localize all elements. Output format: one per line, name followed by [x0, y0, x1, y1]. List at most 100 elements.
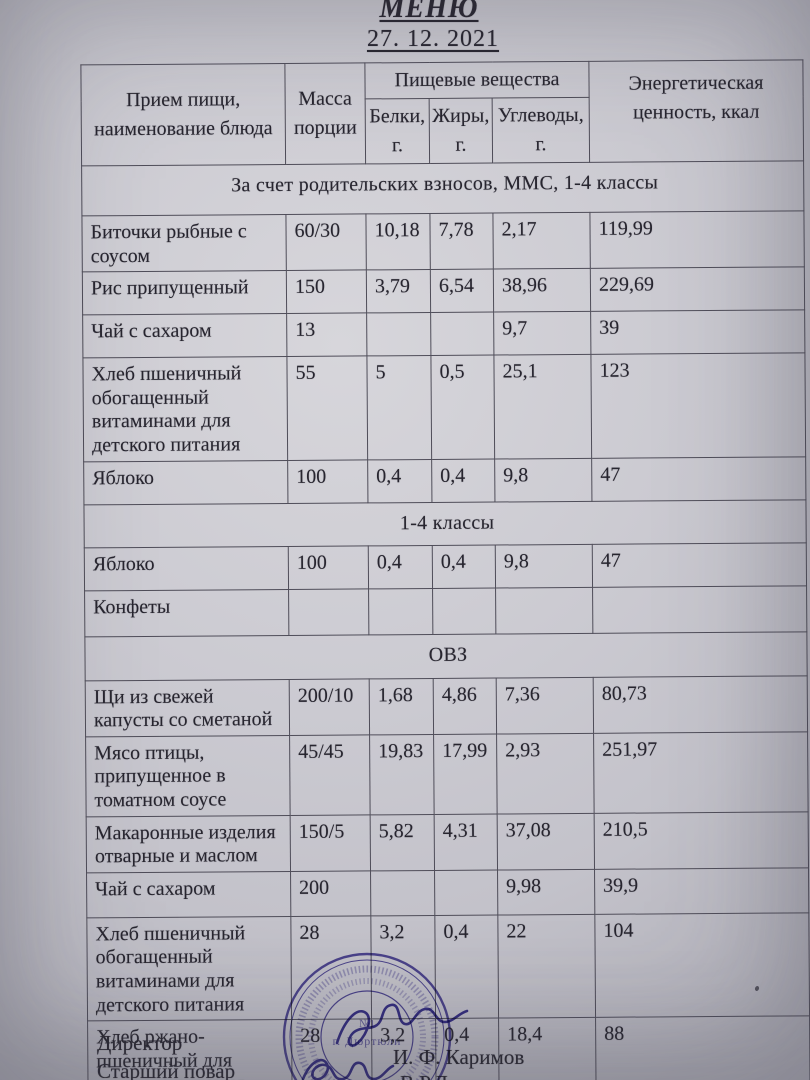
carbs-cell: 37,08: [497, 812, 595, 870]
table-row: Конфеты: [84, 585, 807, 637]
table-row: Щи из свежей капусты со сметаной 200/10 …: [85, 675, 808, 737]
protein-cell: [370, 870, 435, 916]
fat-cell: 17,99: [433, 733, 498, 814]
carbs-cell: 2,17: [492, 212, 591, 270]
carbs-cell: 9,7: [493, 311, 591, 356]
fat-cell: [430, 312, 494, 356]
col-header-fat: Жиры, г.: [429, 98, 493, 164]
carbs-cell: [495, 586, 593, 634]
fat-cell: 6,54: [430, 269, 494, 313]
table-row: Чай с сахаром 200 9,98 39,9: [86, 867, 809, 918]
energy-cell: 119,99: [589, 210, 805, 269]
table-row: Макаронные изделия отварные и маслом 150…: [86, 811, 809, 873]
energy-cell: 39: [590, 310, 805, 355]
mass-cell: 150: [286, 270, 367, 314]
energy-cell: 47: [591, 456, 806, 501]
table-row: Хлеб пшеничный обогащенный витаминами дл…: [86, 912, 810, 1021]
director-name: И. Ф. Каримов: [393, 1045, 525, 1069]
director-role-label: Директор: [97, 1031, 183, 1055]
protein-cell: 19,83: [369, 734, 435, 815]
mass-cell: 100: [287, 459, 368, 504]
carbs-cell: 25,1: [493, 354, 592, 459]
cook-name: В.Р.Д: [400, 1071, 448, 1080]
table-row: Хлеб пшеничный обогащенный витаминами дл…: [82, 353, 806, 462]
mass-cell: 200: [290, 870, 371, 917]
table-row: Яблоко 100 0,4 0,4 9,8 47: [83, 456, 806, 505]
protein-cell: 0,4: [367, 459, 432, 503]
energy-cell: 229,69: [590, 267, 805, 312]
fat-cell: [432, 587, 496, 635]
fat-cell: 0,5: [430, 355, 495, 460]
mass-cell: 150/5: [290, 814, 371, 872]
mass-cell: 28: [291, 1019, 373, 1080]
protein-cell: 1,68: [369, 678, 434, 735]
fat-cell: 4,31: [434, 813, 498, 871]
protein-cell: 5,82: [370, 813, 435, 871]
mass-cell: 60/30: [285, 213, 367, 271]
dish-cell: Щи из свежей капусты со сметаной: [85, 679, 290, 737]
energy-cell: 47: [592, 542, 807, 587]
carbs-cell: 22: [497, 914, 596, 1019]
protein-cell: 10,18: [365, 213, 431, 271]
dish-cell: Рис припущенный: [82, 270, 287, 316]
protein-cell: 5: [366, 355, 432, 460]
table-row: Мясо птицы, припущенное в томатном соусе…: [85, 731, 809, 817]
carbs-cell: 38,96: [493, 268, 591, 313]
table-row: Рис припущенный 150 3,79 6,54 38,96 229,…: [82, 267, 805, 316]
protein-cell: [366, 312, 431, 357]
col-header-nutrients: Пищевые вещества: [364, 61, 590, 99]
energy-cell: 39,9: [594, 867, 809, 915]
dish-cell: Биточки рыбные с соусом: [81, 214, 287, 273]
carbs-cell: 9,98: [497, 869, 595, 915]
dish-cell: Яблоко: [84, 546, 289, 591]
mass-cell: [288, 588, 369, 636]
carbs-cell: 9,8: [494, 457, 592, 502]
fat-cell: 7,78: [429, 213, 494, 270]
mass-cell: 28: [290, 915, 372, 1020]
carbs-cell: 2,93: [496, 733, 595, 814]
col-header-carbs: Углеводы, г.: [492, 97, 590, 164]
energy-cell: 251,97: [593, 731, 809, 813]
fat-cell: [434, 869, 498, 916]
document-title: МЕНЮ: [379, 0, 479, 24]
dish-cell: Чай с сахаром: [82, 313, 287, 359]
section-row-parental: За счет родительских взносов, ММС, 1-4 к…: [81, 160, 804, 216]
table-header: Прием пищи, наименование блюда Масса пор…: [80, 59, 804, 166]
protein-cell: 3,79: [366, 269, 431, 314]
section-row-ovz: ОВЗ: [84, 631, 808, 681]
mass-cell: 200/10: [289, 678, 370, 736]
energy-cell: 80,73: [593, 675, 808, 734]
energy-cell: 123: [590, 353, 806, 458]
dish-cell: Мясо птицы, припущенное в томатном соусе: [85, 735, 291, 817]
fat-cell: 0,4: [431, 458, 495, 503]
dish-cell: Чай с сахаром: [86, 871, 291, 918]
energy-cell: 104: [594, 912, 810, 1018]
col-header-meal: Прием пищи, наименование блюда: [80, 63, 286, 166]
protein-cell: 3,2: [370, 915, 436, 1020]
mass-cell: 100: [288, 545, 369, 590]
protein-cell: 0,4: [368, 545, 433, 589]
section-title: 1-4 классы: [83, 499, 807, 548]
cook-role-label: Старший повар: [97, 1059, 236, 1080]
dish-cell: Макаронные изделия отварные и маслом: [86, 815, 291, 873]
energy-cell: [592, 585, 807, 633]
fat-cell: 4,86: [433, 677, 497, 735]
menu-table: Прием пищи, наименование блюда Масса пор…: [80, 59, 810, 1080]
dish-cell: Яблоко: [83, 460, 288, 505]
carbs-cell: 7,36: [496, 676, 594, 734]
mass-cell: 13: [286, 313, 367, 357]
fat-cell: 0,4: [432, 544, 496, 589]
section-row-grades: 1-4 классы: [83, 499, 807, 548]
dish-cell: Конфеты: [84, 589, 289, 637]
table-row: Чай с сахаром 13 9,7 39: [82, 310, 805, 359]
energy-cell: 88: [595, 1015, 810, 1080]
fat-cell: 0,4: [434, 914, 499, 1019]
protein-cell: [368, 588, 433, 635]
col-header-protein: Белки, г.: [365, 98, 430, 164]
dish-cell: Хлеб пшеничный обогащенный витаминами дл…: [82, 356, 288, 462]
col-header-mass: Масса порции: [284, 62, 366, 165]
carbs-cell: 9,8: [495, 543, 593, 588]
section-title: ОВЗ: [84, 631, 808, 681]
section-title: За счет родительских взносов, ММС, 1-4 к…: [81, 160, 804, 216]
dish-cell: Хлеб пшеничный обогащенный витаминами дл…: [86, 916, 292, 1021]
